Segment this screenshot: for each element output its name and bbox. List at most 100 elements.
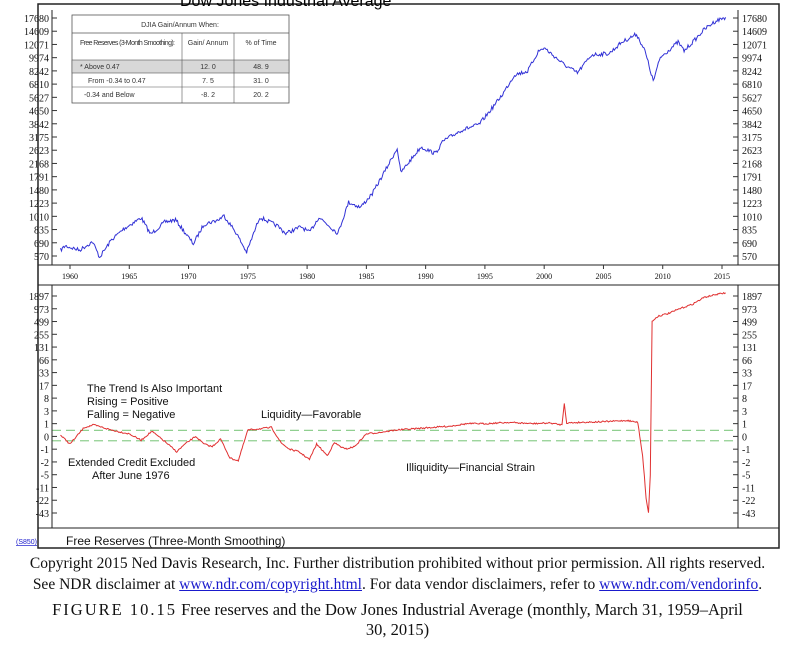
y-tick-label-right: 1010 xyxy=(742,212,762,223)
figure-caption: FIGURE 10.15 Free reserves and the Dow J… xyxy=(40,600,755,640)
disclaimer-text-2: . For data vendor disclaimers, refer to xyxy=(362,576,596,593)
y-tick-label-left: 17680 xyxy=(24,14,49,25)
y-tick-label-right: -11 xyxy=(742,483,755,494)
annotation-extended-2: After June 1976 xyxy=(92,470,170,482)
series-line-djia xyxy=(60,17,727,259)
x-tick-label: 1990 xyxy=(418,272,434,281)
table-row-3-label: -0.34 and Below xyxy=(84,92,136,99)
copyright-link[interactable]: www.ndr.com/copyright.html xyxy=(179,576,362,593)
series-code-link[interactable]: (S850) xyxy=(16,539,37,546)
disclaimer-text-1: See NDR disclaimer at xyxy=(32,576,176,593)
y-tick-label-left: -1 xyxy=(41,445,49,456)
y-tick-label-left: -5 xyxy=(41,471,49,482)
table-row-3-time: 20. 2 xyxy=(253,92,269,99)
y-tick-label-right: 973 xyxy=(742,305,757,316)
y-tick-label-left: 255 xyxy=(34,330,49,341)
y-tick-label-right: 570 xyxy=(742,252,757,263)
table-row-3-gain: -8. 2 xyxy=(201,92,215,99)
y-tick-label-left: 570 xyxy=(34,252,49,263)
disclaimer-line: See NDR disclaimer at www.ndr.com/copyri… xyxy=(0,575,795,595)
y-tick-label-left: -43 xyxy=(36,509,49,520)
y-tick-label-right: 499 xyxy=(742,318,757,329)
annotation-extended-1: Extended Credit Excluded xyxy=(68,457,195,469)
y-tick-label-right: 1223 xyxy=(742,199,762,210)
annotation-falling: Falling = Negative xyxy=(87,409,175,421)
series-line-free-reserves xyxy=(60,291,726,513)
y-tick-label-left: 1223 xyxy=(29,199,49,210)
table-header-2: Gain/ Annum xyxy=(188,40,229,47)
figure-text: Free reserves and the Dow Jones Industri… xyxy=(181,600,743,639)
y-tick-label-right: 9974 xyxy=(742,54,762,65)
y-tick-label-left: 5627 xyxy=(29,93,49,104)
top-chart-title: Dow Jones Industrial Average xyxy=(180,0,391,10)
y-tick-label-right: 1 xyxy=(742,420,747,431)
y-tick-label-left: 1 xyxy=(44,420,49,431)
y-tick-label-right: 3175 xyxy=(742,133,762,144)
annotation-trend: The Trend Is Also Important xyxy=(87,383,222,395)
y-tick-label-left: 3175 xyxy=(29,133,49,144)
y-tick-label-left: 8242 xyxy=(29,67,49,78)
y-tick-label-right: 2623 xyxy=(742,146,762,157)
djia-panel: 17680 17680 14609 14609 12071 12071 9974 9974 82… xyxy=(24,10,779,266)
y-tick-label-right: 255 xyxy=(742,330,757,341)
y-tick-label-right: 131 xyxy=(742,343,757,354)
y-tick-label-right: -2 xyxy=(742,458,750,469)
y-tick-label-left: 14609 xyxy=(24,27,49,38)
table-title: DJIA Gain/Annum When: xyxy=(141,22,219,29)
y-tick-label-left: 1897 xyxy=(29,292,49,303)
y-tick-label-left: 690 xyxy=(34,239,49,250)
x-tick-label: 1960 xyxy=(62,272,78,281)
vendorinfo-link[interactable]: www.ndr.com/vendorinfo xyxy=(599,576,759,593)
annotation-liquidity: Liquidity—Favorable xyxy=(261,409,361,421)
y-tick-label-left: 9974 xyxy=(29,54,49,65)
x-tick-label: 1980 xyxy=(299,272,315,281)
y-tick-label-right: 5627 xyxy=(742,93,762,104)
y-tick-label-left: -2 xyxy=(41,458,49,469)
y-tick-label-right: 33 xyxy=(742,369,752,380)
table-header-1: Free Reserves (3-Month Smoothing): xyxy=(80,40,175,47)
y-tick-label-right: 1791 xyxy=(742,173,762,184)
y-tick-label-right: 8242 xyxy=(742,67,762,78)
y-tick-label-left: 2623 xyxy=(29,146,49,157)
table-row-2-label: From -0.34 to 0.47 xyxy=(88,78,146,85)
y-tick-label-left: 0 xyxy=(44,432,49,443)
disclaimer-end: . xyxy=(758,576,763,593)
y-tick-label-right: -5 xyxy=(742,471,750,482)
bottom-chart-title: Free Reserves (Three-Month Smoothing) xyxy=(66,534,285,548)
y-tick-label-right: 3 xyxy=(742,407,747,418)
table-row-1-time: 48. 9 xyxy=(253,64,269,71)
x-tick-label: 2005 xyxy=(595,272,611,281)
x-tick-label: 2000 xyxy=(536,272,552,281)
y-tick-label-right: 4650 xyxy=(742,107,762,118)
x-tick-label: 2015 xyxy=(714,272,730,281)
y-tick-label-right: -43 xyxy=(742,509,755,520)
y-tick-label-left: 6810 xyxy=(29,80,49,91)
table-row-1-label: * Above 0.47 xyxy=(80,64,120,71)
y-tick-label-right: 66 xyxy=(742,356,752,367)
annotation-rising: Rising = Positive xyxy=(87,396,169,408)
table-row-1-gain: 12. 0 xyxy=(200,64,216,71)
y-tick-label-right: 1480 xyxy=(742,186,762,197)
figure-label: FIGURE 10.15 xyxy=(52,600,177,619)
y-tick-label-right: 14609 xyxy=(742,27,767,38)
y-tick-label-right: 835 xyxy=(742,226,757,237)
table-header-3: % of Time xyxy=(245,40,276,47)
y-tick-label-left: -22 xyxy=(36,496,49,507)
y-tick-label-left: 17 xyxy=(39,381,49,392)
y-tick-label-right: 3842 xyxy=(742,120,762,131)
y-tick-label-left: 2168 xyxy=(29,159,49,170)
y-tick-label-left: 3 xyxy=(44,407,49,418)
y-tick-label-left: 499 xyxy=(34,318,49,329)
y-tick-label-right: 8 xyxy=(742,394,747,405)
x-tick-label: 1970 xyxy=(181,272,197,281)
y-tick-label-right: 0 xyxy=(742,432,747,443)
y-tick-label-right: 6810 xyxy=(742,80,762,91)
x-axis: 1960 1965 1970 1975 1980 1985 1990 1995 2000 2005… xyxy=(62,265,730,281)
table-row-2-gain: 7. 5 xyxy=(202,78,214,85)
y-tick-label-left: 1480 xyxy=(29,186,49,197)
y-tick-label-left: 12071 xyxy=(24,40,49,51)
y-tick-label-right: -1 xyxy=(742,445,750,456)
y-tick-label-left: 3842 xyxy=(29,120,49,131)
y-tick-label-left: -11 xyxy=(36,483,49,494)
